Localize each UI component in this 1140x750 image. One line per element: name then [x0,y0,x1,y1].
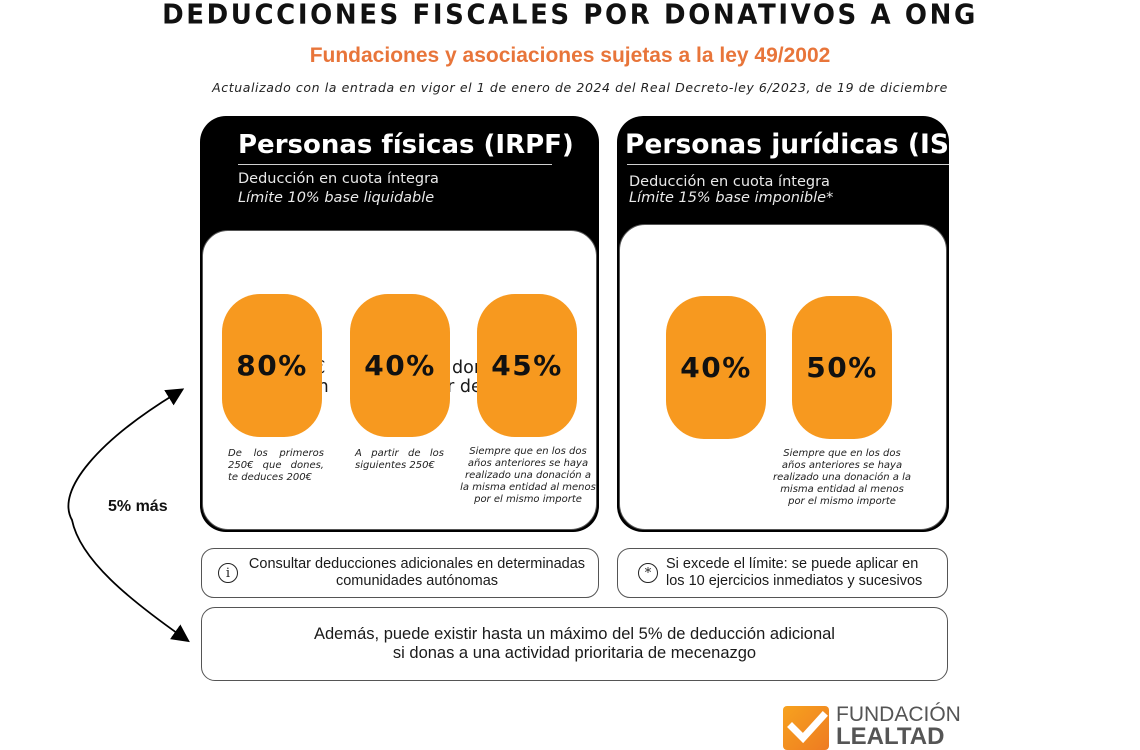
divider [627,164,949,165]
logo-line1: FUNDACIÓN [836,703,961,726]
percentage-value: 45% [491,349,563,382]
limit-excess-note: * Si excede el límite: se puede aplicar … [617,548,948,598]
note-line: Si excede el límite: se puede aplicar en [666,556,919,572]
deduction-type: Deducción en cuota íntegra [629,174,830,190]
pill-50-is: 50% [792,296,892,439]
panel-title: Personas físicas (IRPF) [238,130,574,160]
updated-note: Actualizado con la entrada en vigor el 1… [212,80,948,95]
note-line: comunidades autónomas [335,573,499,589]
pill-80: 80% [222,294,322,437]
note-80: De los primeros 250€ que dones, te deduc… [228,448,324,483]
note-45: Siempre que en los dos años anteriores s… [460,446,596,505]
logo-check-icon [783,706,829,750]
note-40: A partir de los siguientes 250€ [355,448,444,471]
divider [238,164,552,165]
deduction-type: Deducción en cuota íntegra [238,171,439,187]
percentage-value: 50% [806,351,878,384]
regional-deductions-note: i Consultar deducciones adicionales en d… [201,548,599,598]
note-50-is: Siempre que en los dos años anteriores s… [773,448,912,507]
info-icon: i [218,563,238,583]
note-text: Consultar deducciones adicionales en det… [246,556,588,590]
percentage-value: 80% [236,349,308,382]
pill-40-is: 40% [666,296,766,439]
pill-45: 45% [477,294,577,437]
additional-line: Además, puede existir hasta un máximo de… [314,625,835,643]
panel-title: Personas jurídicas (IS) [625,129,962,160]
main-title: DEDUCCIONES FISCALES POR DONATIVOS A ONG [162,0,978,31]
additional-line: si donas a una actividad prioritaria de … [392,644,757,662]
subtitle: Fundaciones y asociaciones sujetas a la … [309,44,831,67]
pill-40: 40% [350,294,450,437]
asterisk-icon: * [638,563,658,583]
deduction-limit: Límite 15% base imponible* [629,190,834,206]
deduction-limit: Límite 10% base liquidable [238,190,435,206]
percentage-value: 40% [364,349,436,382]
note-line: Consultar deducciones adicionales en det… [248,556,586,572]
additional-deduction-box: Además, puede existir hasta un máximo de… [201,607,948,681]
fundacion-lealtad-logo: FUNDACIÓN LEALTAD [783,703,963,750]
note-line: los 10 ejercicios inmediatos y sucesivos [666,573,923,589]
percentage-value: 40% [680,351,752,384]
logo-line2: LEALTAD [836,723,945,750]
note-text: Si excede el límite: se puede aplicar en… [666,556,939,590]
curved-double-arrow-icon [67,388,190,643]
arrow-label: 5% más [108,498,168,515]
